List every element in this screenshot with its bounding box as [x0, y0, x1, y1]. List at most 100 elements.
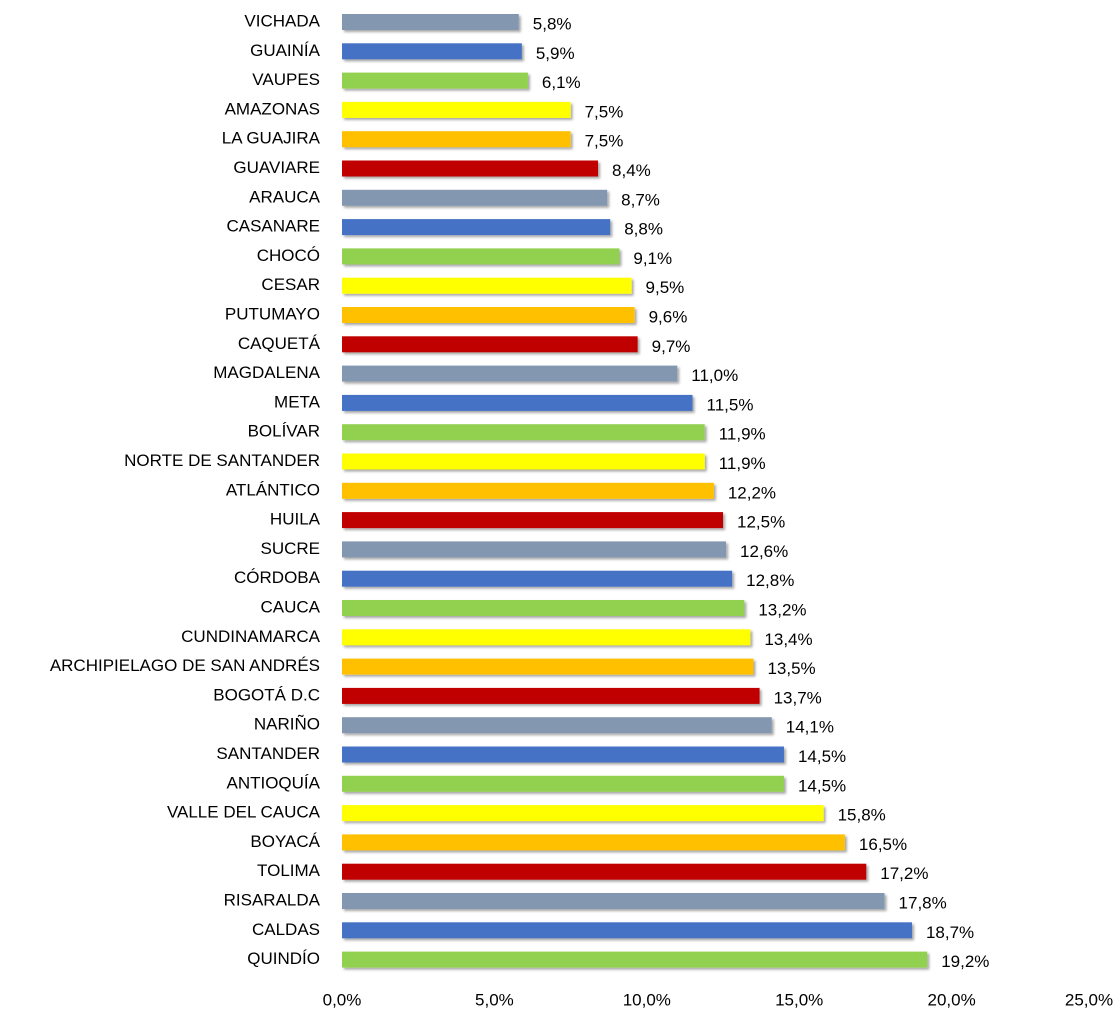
bar: [342, 951, 928, 968]
bar: [342, 775, 784, 792]
y-tick-label: CAUCA: [260, 597, 320, 616]
value-label: 5,9%: [536, 44, 575, 63]
y-tick-label: RISARALDA: [224, 890, 321, 909]
value-label: 12,8%: [746, 571, 794, 590]
y-tick-label: CAQUETÁ: [238, 334, 321, 353]
value-label: 7,5%: [585, 102, 624, 121]
x-tick-label: 10,0%: [623, 990, 671, 1009]
value-label: 11,0%: [691, 366, 738, 385]
y-tick-label: HUILA: [270, 510, 321, 529]
y-tick-label: LA GUAJIRA: [222, 129, 321, 148]
value-label: 12,5%: [737, 513, 785, 532]
y-tick-label: NARIÑO: [254, 715, 320, 734]
bar: [342, 834, 845, 851]
value-label: 13,7%: [774, 688, 822, 707]
bar: [342, 717, 772, 734]
bar: [342, 658, 754, 675]
y-tick-label: NORTE DE SANTANDER: [124, 451, 320, 470]
y-tick-label: QUINDÍO: [247, 949, 320, 968]
value-label: 9,1%: [633, 249, 672, 268]
y-tick-label: CÓRDOBA: [234, 568, 321, 587]
y-tick-label: VICHADA: [244, 11, 320, 30]
x-tick-label: 0,0%: [323, 990, 362, 1009]
bar: [342, 336, 638, 353]
bar: [342, 922, 912, 939]
bar: [342, 424, 705, 441]
y-tick-label: PUTUMAYO: [225, 304, 320, 323]
value-label: 13,4%: [764, 630, 812, 649]
value-label: 15,8%: [838, 806, 886, 825]
value-label: 11,5%: [707, 395, 754, 414]
value-label: 17,2%: [880, 864, 928, 883]
bar: [342, 248, 620, 265]
y-tick-label: SUCRE: [260, 539, 320, 558]
value-label: 9,6%: [649, 307, 688, 326]
value-label: 19,2%: [941, 952, 989, 971]
value-label: 8,4%: [612, 161, 651, 180]
bar: [342, 863, 867, 880]
y-tick-label: SANTANDER: [216, 744, 320, 763]
y-tick-label: GUAVIARE: [233, 158, 320, 177]
value-label: 14,5%: [798, 776, 846, 795]
bar: [342, 72, 528, 89]
value-label: 13,5%: [767, 659, 815, 678]
value-label: 11,9%: [719, 425, 766, 444]
y-tick-label: CALDAS: [252, 920, 320, 939]
bar: [342, 189, 608, 206]
y-tick-label: BOYACÁ: [250, 832, 320, 851]
y-tick-label: VALLE DEL CAUCA: [167, 803, 321, 822]
y-tick-label: VAUPES: [252, 70, 320, 89]
bar: [342, 512, 723, 529]
value-label: 14,1%: [786, 718, 834, 737]
bar: [342, 600, 745, 616]
value-label: 12,2%: [728, 483, 776, 502]
y-tick-label: ATLÁNTICO: [226, 480, 320, 499]
value-label: 18,7%: [926, 923, 974, 942]
bar: [342, 629, 751, 646]
bar: [342, 570, 733, 587]
value-label: 11,9%: [719, 454, 766, 473]
bar: [342, 160, 599, 177]
bar: [342, 277, 632, 294]
y-tick-label: CESAR: [261, 275, 320, 294]
y-tick-label: CASANARE: [226, 217, 320, 236]
value-label: 6,1%: [542, 73, 581, 92]
y-tick-label: META: [274, 392, 321, 411]
bar: [342, 219, 611, 236]
value-label: 12,6%: [740, 542, 788, 561]
y-tick-label: ARCHIPIELAGO DE SAN ANDRÉS: [50, 656, 320, 675]
bar: [342, 131, 571, 148]
y-tick-label: GUAINÍA: [250, 41, 321, 60]
y-tick-label: TOLIMA: [257, 861, 321, 880]
value-label: 17,8%: [899, 893, 947, 912]
y-tick-label: MAGDALENA: [213, 363, 320, 382]
bar: [342, 687, 760, 704]
value-label: 9,5%: [646, 278, 685, 297]
bar: [342, 541, 727, 558]
value-label: 16,5%: [859, 835, 907, 854]
bar: [342, 43, 522, 60]
y-tick-label: ARAUCA: [249, 187, 321, 206]
value-label: 9,7%: [652, 337, 691, 356]
bar: [342, 746, 784, 763]
bar: [342, 394, 693, 411]
bar: [342, 14, 519, 30]
value-label: 5,8%: [533, 14, 572, 33]
bar: [342, 365, 678, 382]
bar: [342, 482, 714, 499]
bar: [342, 453, 705, 470]
bar: [342, 101, 571, 118]
x-tick-label: 5,0%: [475, 990, 514, 1009]
bar: [342, 307, 635, 323]
bar: [342, 893, 885, 909]
value-label: 8,7%: [621, 190, 660, 209]
value-label: 7,5%: [585, 132, 624, 151]
y-tick-label: CHOCÓ: [257, 246, 320, 265]
x-tick-label: 15,0%: [775, 990, 823, 1009]
y-tick-label: CUNDINAMARCA: [181, 627, 321, 646]
value-label: 14,5%: [798, 747, 846, 766]
value-label: 8,8%: [624, 220, 663, 239]
value-label: 13,2%: [758, 600, 806, 619]
bar: [342, 805, 824, 822]
